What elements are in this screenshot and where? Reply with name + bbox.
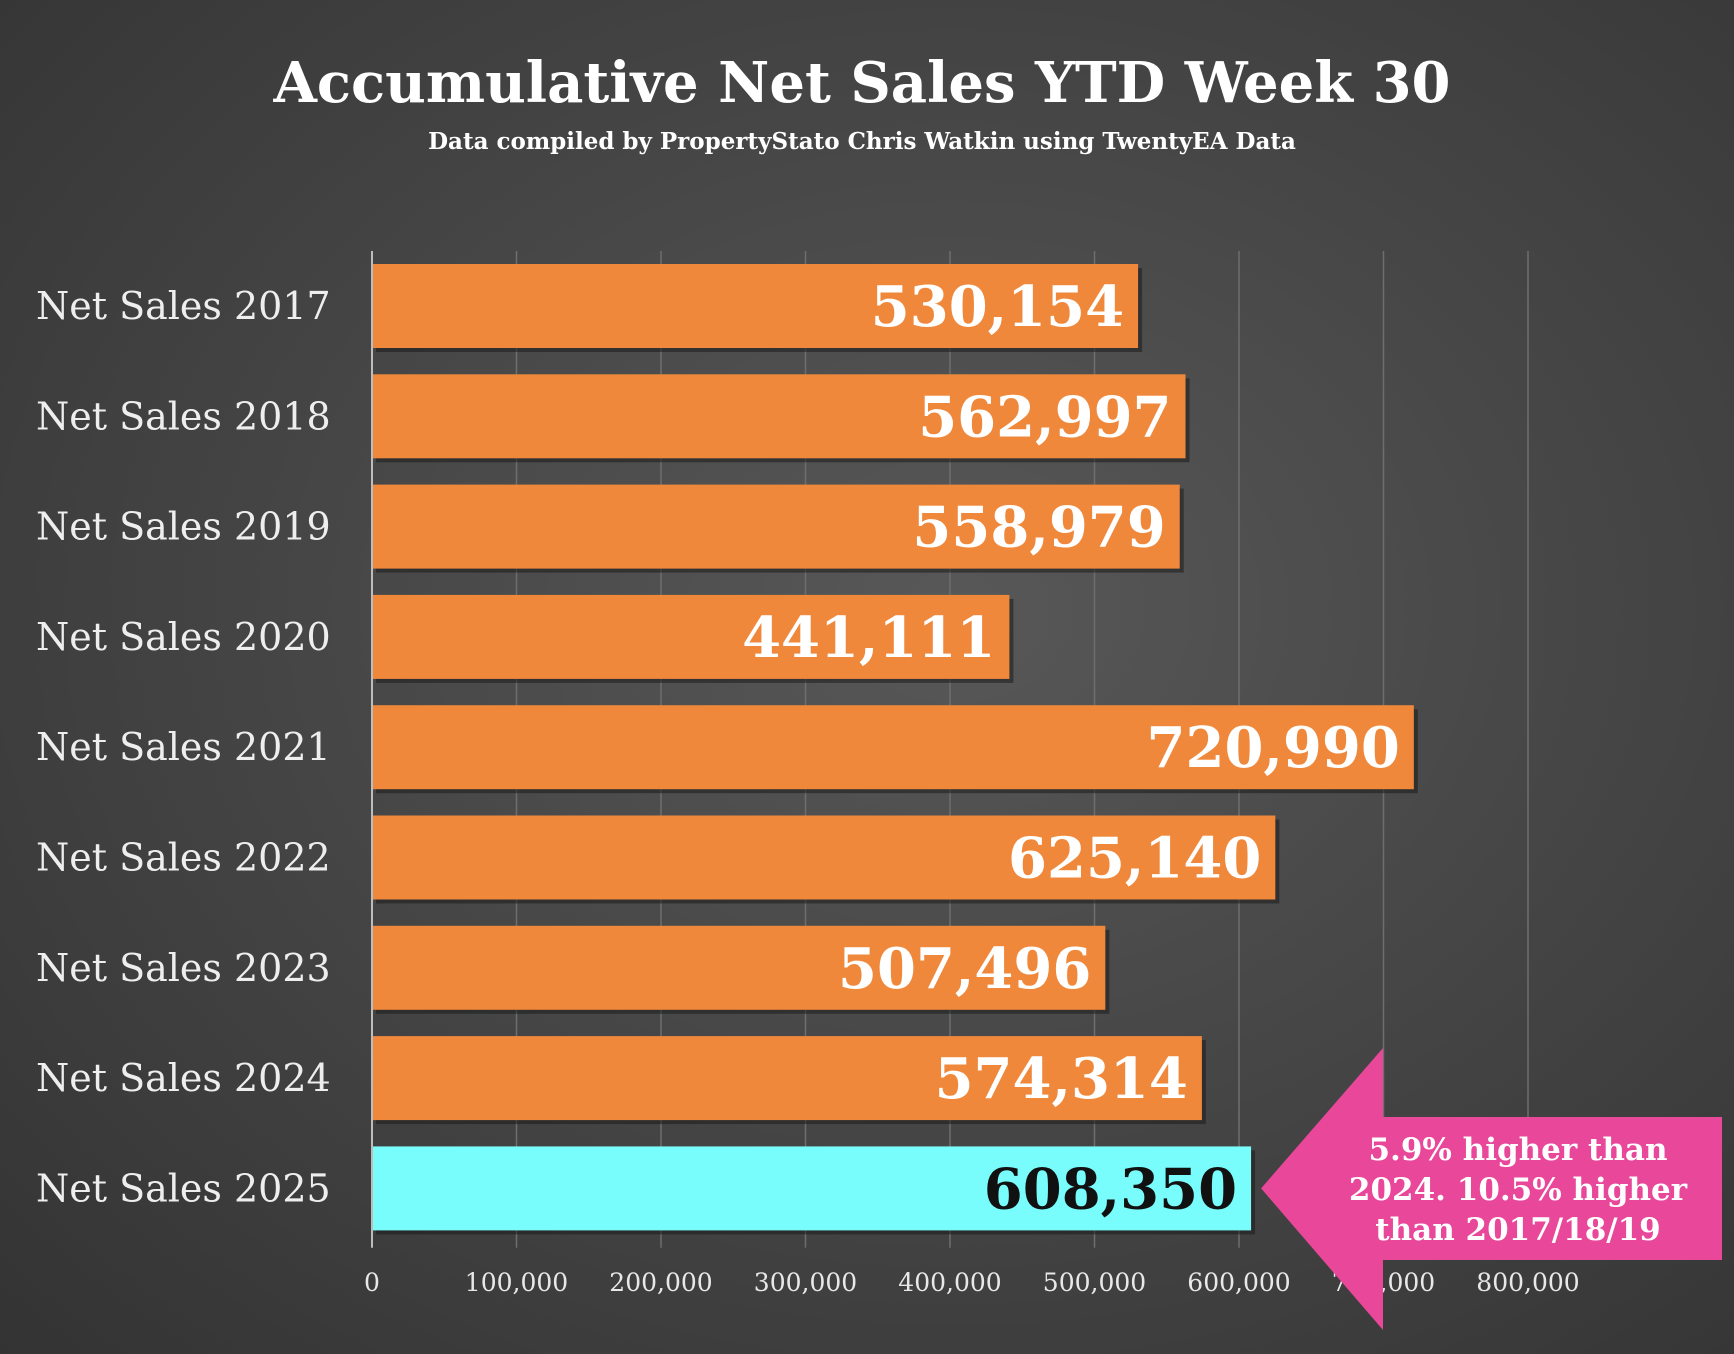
bar xyxy=(372,484,1180,569)
category-label: Net Sales 2019 xyxy=(36,505,331,549)
bar-value-label: 625,140 xyxy=(1008,826,1261,892)
bar-value-label: 720,990 xyxy=(1147,715,1400,781)
x-tick-label: 500,000 xyxy=(1043,1268,1146,1297)
bar xyxy=(372,374,1186,459)
callout-text-line: 2024. 10.5% higher xyxy=(1349,1172,1688,1208)
bar-value-label: 441,111 xyxy=(742,605,995,671)
category-label: Net Sales 2023 xyxy=(36,946,331,990)
bar xyxy=(372,705,1414,790)
bar xyxy=(372,925,1106,1010)
category-label: Net Sales 2017 xyxy=(36,284,331,328)
chart-subtitle: Data compiled by PropertyStato Chris Wat… xyxy=(428,128,1296,155)
bar-value-label: 530,154 xyxy=(871,274,1124,340)
callout-text-line: 5.9% higher than xyxy=(1368,1132,1667,1168)
category-label: Net Sales 2025 xyxy=(36,1166,331,1210)
category-label: Net Sales 2024 xyxy=(36,1056,331,1100)
x-tick-label: 300,000 xyxy=(754,1268,857,1297)
x-tick-label: 200,000 xyxy=(609,1268,712,1297)
chart-title: Accumulative Net Sales YTD Week 30 xyxy=(272,50,1450,116)
bar xyxy=(372,815,1276,900)
bar xyxy=(372,264,1139,348)
bar-value-label: 574,314 xyxy=(935,1046,1188,1112)
category-label: Net Sales 2020 xyxy=(36,615,331,659)
bar xyxy=(372,1036,1202,1121)
x-tick-label: 0 xyxy=(364,1268,380,1297)
bar-value-label: 562,997 xyxy=(918,384,1171,450)
x-axis: 0 100,000 200,000 300,000 400,000 500,000 600,… xyxy=(364,251,1580,1297)
x-tick-label: 400,000 xyxy=(898,1268,1001,1297)
category-label: Net Sales 2018 xyxy=(36,394,331,438)
x-tick-label: 100,000 xyxy=(465,1268,568,1297)
bar xyxy=(372,1146,1252,1231)
bars: Net Sales 2017 530,154 Net Sales 2018 562,9… xyxy=(36,264,1418,1235)
bar-value-label: 507,496 xyxy=(838,936,1091,1002)
bar-value-label: 608,350 xyxy=(984,1156,1237,1222)
bar xyxy=(372,594,1010,679)
callout-text-line: than 2017/18/19 xyxy=(1375,1212,1660,1248)
category-label: Net Sales 2021 xyxy=(36,725,331,769)
bar-value-label: 558,979 xyxy=(912,495,1165,561)
callout-arrow xyxy=(1261,1048,1722,1330)
x-tick-label: 600,000 xyxy=(1187,1268,1290,1297)
x-tick-label: 800,000 xyxy=(1476,1268,1579,1297)
callout-annotation: 5.9% higher than 2024. 10.5% higher than 2… xyxy=(1261,1048,1722,1330)
category-label: Net Sales 2022 xyxy=(36,836,331,880)
